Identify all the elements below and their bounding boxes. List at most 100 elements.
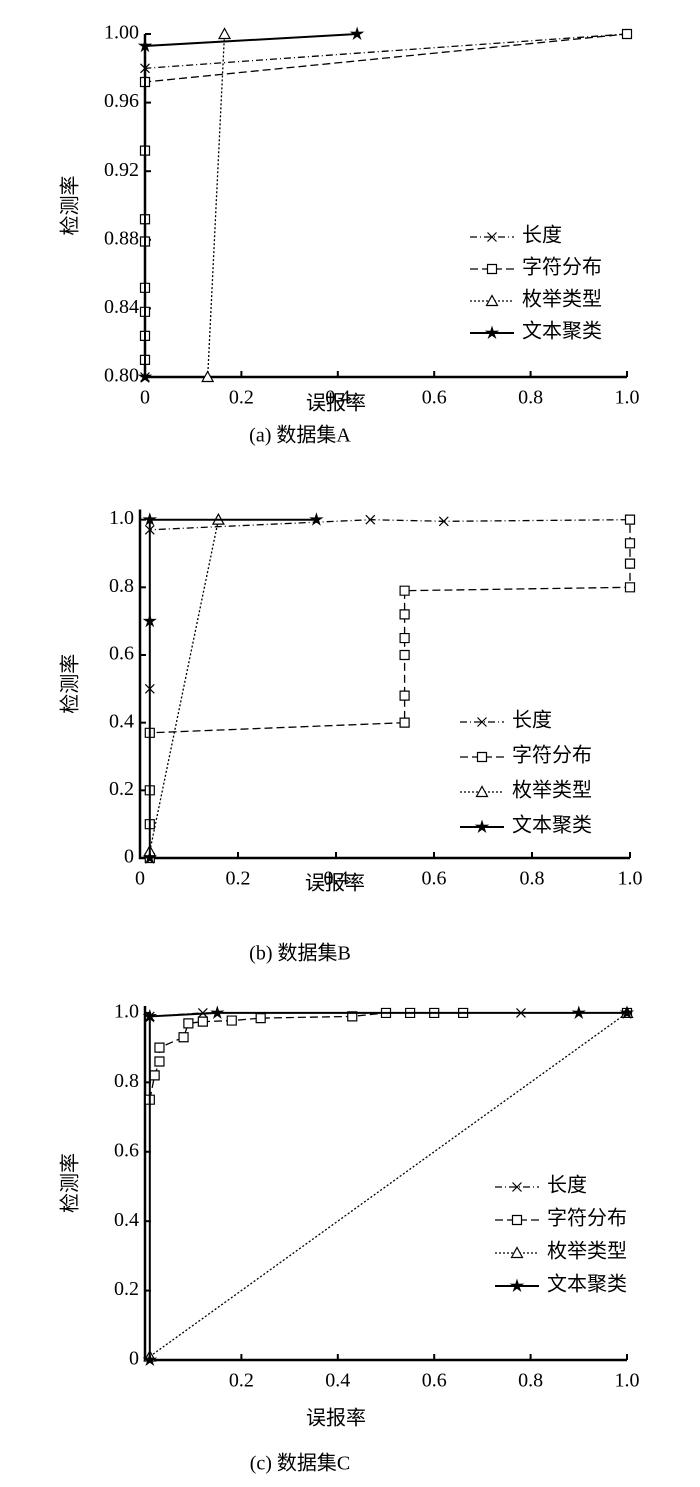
marker (183, 1018, 194, 1029)
series-line (207, 33, 226, 378)
x-tick-label: 1.0 (615, 1370, 640, 1392)
marker (201, 370, 215, 383)
y-axis-label: 检测率 (59, 176, 82, 236)
marker (142, 613, 157, 628)
legend-marker (511, 1214, 523, 1226)
x-tick-label: 0.2 (226, 868, 251, 890)
x-axis-label: 误报率 (306, 392, 366, 415)
series-line (148, 518, 317, 858)
caption: (c) 数据集C (250, 1452, 351, 1475)
legend-label: 枚举类型 (522, 288, 602, 311)
legend-label: 字符分布 (522, 256, 602, 279)
y-tick-label: 0.2 (114, 1278, 139, 1300)
y-axis-label: 检测率 (59, 1153, 82, 1213)
legend-marker (512, 1182, 522, 1192)
y-tick-label: 0.8 (109, 575, 134, 597)
marker (178, 1032, 189, 1043)
y-tick-label: 0.4 (114, 1209, 139, 1231)
legend-label: 长度 (522, 224, 562, 247)
marker (142, 1008, 158, 1023)
x-tick-label: 0.6 (422, 868, 447, 890)
y-tick-label: 0.80 (104, 365, 139, 387)
marker (399, 585, 410, 596)
series-line (149, 1012, 627, 1100)
marker (255, 1013, 266, 1024)
x-tick-label: 0.4 (324, 868, 349, 890)
y-tick-label: 0.6 (114, 1139, 139, 1161)
marker (624, 514, 636, 525)
legend-label: 文本聚类 (512, 814, 592, 837)
legend-label: 文本聚类 (547, 1273, 627, 1296)
y-axis-label: 检测率 (59, 654, 82, 714)
y-tick-label: 0.8 (114, 1070, 139, 1092)
marker (621, 28, 633, 40)
marker (154, 1056, 165, 1067)
marker (399, 649, 410, 661)
legend-marker (485, 294, 499, 307)
x-tick-label: 0.6 (422, 387, 447, 409)
marker (399, 609, 410, 620)
legend-marker (486, 263, 498, 275)
y-tick-label: 0 (124, 846, 134, 868)
marker (210, 1005, 225, 1020)
marker (142, 850, 157, 865)
x-tick-label: 0 (140, 387, 150, 409)
x-tick-label: 0.8 (518, 387, 543, 409)
x-tick-label: 0.2 (229, 387, 254, 409)
legend-label: 文本聚类 (522, 320, 602, 343)
x-axis-label: 误报率 (306, 1407, 366, 1430)
marker (142, 512, 157, 526)
y-tick-label: 0.4 (109, 710, 134, 732)
x-tick-label: 1.0 (615, 387, 640, 409)
x-tick-label: 1.0 (618, 868, 643, 890)
marker (438, 516, 449, 527)
x-tick-label: 0.4 (325, 387, 350, 409)
marker (399, 717, 410, 728)
marker (154, 1042, 165, 1053)
marker (218, 27, 232, 40)
legend-label: 枚举类型 (512, 779, 592, 802)
marker (624, 538, 636, 549)
caption: (a) 数据集A (249, 424, 351, 447)
marker (399, 690, 410, 701)
marker (619, 1005, 635, 1020)
y-tick-label: 0.2 (109, 778, 134, 800)
x-tick-label: 0.6 (422, 1370, 447, 1392)
y-tick-label: 0.92 (104, 159, 139, 181)
legend-marker (509, 1278, 525, 1293)
caption: (b) 数据集B (249, 942, 351, 965)
marker (365, 514, 376, 525)
y-tick-label: 0.84 (104, 296, 139, 318)
marker (624, 582, 636, 593)
marker (226, 1015, 237, 1026)
x-tick-label: 0.8 (518, 1370, 543, 1392)
legend-marker (487, 232, 497, 242)
x-tick-label: 0.2 (229, 1370, 254, 1392)
x-tick-label: 0.4 (325, 1370, 350, 1392)
legend-label: 枚举类型 (547, 1240, 627, 1263)
legend-marker (475, 785, 489, 798)
y-tick-label: 0 (129, 1348, 139, 1370)
legend-marker (510, 1246, 524, 1259)
x-tick-label: 0.8 (520, 868, 545, 890)
marker (197, 1016, 208, 1027)
marker (142, 1352, 158, 1367)
y-tick-label: 0.96 (104, 90, 139, 112)
x-axis-label: 误报率 (305, 872, 365, 895)
legend-label: 字符分布 (512, 744, 592, 767)
series-line (144, 33, 358, 377)
marker (571, 1005, 586, 1020)
marker (137, 38, 153, 53)
series-line (149, 519, 631, 689)
legend-marker (476, 751, 488, 763)
marker (137, 369, 153, 384)
series-line (144, 33, 628, 360)
y-tick-label: 1.0 (109, 507, 134, 529)
marker (624, 558, 636, 569)
legend-label: 长度 (512, 709, 552, 732)
series-line (149, 519, 631, 858)
legend-marker (477, 717, 487, 727)
y-tick-label: 1.0 (114, 1001, 139, 1023)
marker (309, 512, 324, 526)
